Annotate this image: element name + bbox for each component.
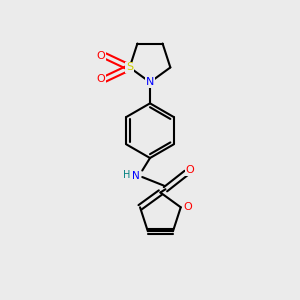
Text: N: N	[133, 171, 140, 181]
Text: S: S	[126, 62, 133, 72]
Text: O: O	[96, 74, 105, 84]
Text: H: H	[122, 170, 130, 180]
Text: O: O	[183, 202, 192, 212]
Text: O: O	[185, 165, 194, 175]
Text: O: O	[96, 51, 105, 61]
Text: N: N	[146, 77, 154, 87]
